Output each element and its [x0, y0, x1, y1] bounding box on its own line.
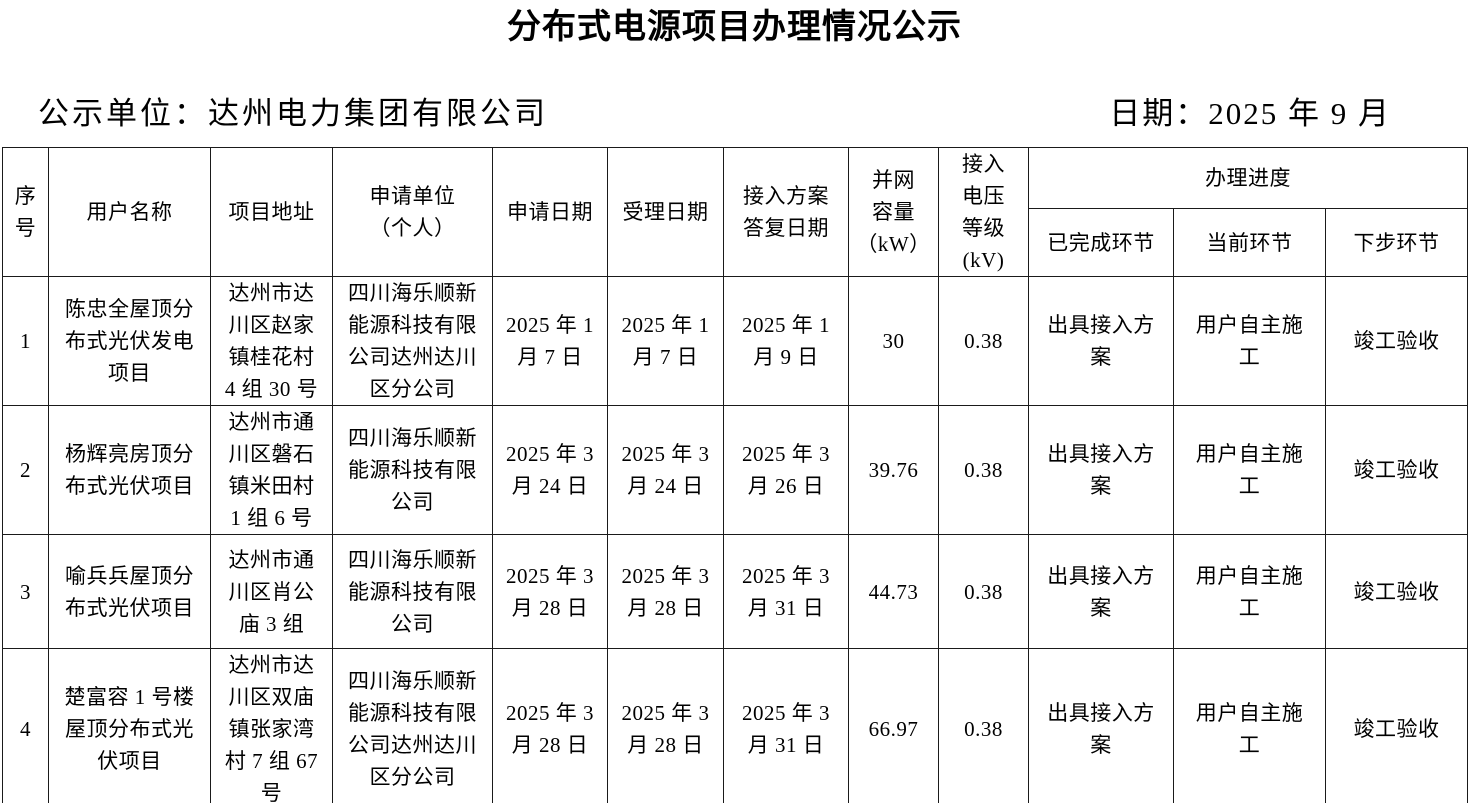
cell-apply-date: 2025 年 3 月 28 日	[492, 648, 608, 803]
col-header-user-name: 用户名称	[48, 147, 211, 277]
cell-next: 竣工验收	[1324, 648, 1469, 803]
publisher-label: 公示单位：达州电力集团有限公司	[38, 96, 548, 131]
cell-user-name: 杨辉亮房顶分 布式光伏项目	[48, 405, 211, 535]
col-header-current: 当前环节	[1173, 208, 1326, 277]
project-table: 序 号 用户名称 项目地址 申请单位 （个人） 申请日期 受理日期 接入方案 答…	[2, 146, 1469, 803]
cell-accept-date: 2025 年 3 月 28 日	[607, 534, 724, 649]
cell-capacity: 44.73	[848, 534, 939, 649]
cell-apply-date: 2025 年 1 月 7 日	[492, 276, 608, 406]
cell-seq: 3	[2, 534, 49, 649]
cell-current: 用户自主施 工	[1173, 405, 1326, 535]
page-title: 分布式电源项目办理情况公示	[507, 9, 962, 46]
cell-user-name: 陈忠全屋顶分 布式光伏发电 项目	[48, 276, 211, 406]
cell-capacity: 30	[848, 276, 939, 406]
cell-reply-date: 2025 年 3 月 31 日	[723, 648, 849, 803]
cell-completed: 出具接入方 案	[1028, 276, 1174, 406]
cell-user-name: 楚富容 1 号楼 屋顶分布式光 伏项目	[48, 648, 211, 803]
date-label: 日期：2025 年 9 月	[1109, 96, 1391, 131]
cell-reply-date: 2025 年 3 月 31 日	[723, 534, 849, 649]
cell-address: 达州市通 川区肖公 庙 3 组	[210, 534, 333, 649]
cell-accept-date: 2025 年 3 月 24 日	[607, 405, 724, 535]
cell-current: 用户自主施 工	[1173, 276, 1326, 406]
cell-seq: 2	[2, 405, 49, 535]
cell-completed: 出具接入方 案	[1028, 534, 1174, 649]
col-header-accept-date: 受理日期	[607, 147, 724, 277]
header-row-top: 序 号 用户名称 项目地址 申请单位 （个人） 申请日期 受理日期 接入方案 答…	[2, 146, 1469, 277]
col-header-reply-date: 接入方案 答复日期	[723, 147, 849, 277]
table-row: 4 楚富容 1 号楼 屋顶分布式光 伏项目 达州市达 川区双庙 镇张家湾 村 7…	[2, 648, 1469, 803]
col-header-applicant: 申请单位 （个人）	[332, 147, 493, 277]
cell-completed: 出具接入方 案	[1028, 648, 1174, 803]
col-header-seq: 序 号	[2, 147, 49, 277]
cell-capacity: 39.76	[848, 405, 939, 535]
cell-accept-date: 2025 年 1 月 7 日	[607, 276, 724, 406]
col-header-voltage: 接入 电压 等级 (kV)	[938, 147, 1029, 277]
col-header-capacity: 并网 容量 （kW）	[848, 147, 939, 277]
col-header-completed: 已完成环节	[1028, 208, 1174, 277]
cell-current: 用户自主施 工	[1173, 648, 1326, 803]
cell-reply-date: 2025 年 3 月 26 日	[723, 405, 849, 535]
cell-seq: 4	[2, 648, 49, 803]
cell-reply-date: 2025 年 1 月 9 日	[723, 276, 849, 406]
cell-completed: 出具接入方 案	[1028, 405, 1174, 535]
cell-next: 竣工验收	[1324, 276, 1469, 406]
table-row: 1 陈忠全屋顶分 布式光伏发电 项目 达州市达 川区赵家 镇桂花村 4 组 30…	[2, 276, 1469, 406]
cell-next: 竣工验收	[1324, 405, 1469, 535]
cell-applicant: 四川海乐顺新 能源科技有限 公司达州达川 区分公司	[332, 276, 493, 406]
cell-next: 竣工验收	[1324, 534, 1469, 649]
cell-applicant: 四川海乐顺新 能源科技有限 公司	[332, 405, 493, 535]
cell-address: 达州市达 川区双庙 镇张家湾 村 7 组 67 号	[210, 648, 333, 803]
cell-apply-date: 2025 年 3 月 28 日	[492, 534, 608, 649]
cell-accept-date: 2025 年 3 月 28 日	[607, 648, 724, 803]
cell-applicant: 四川海乐顺新 能源科技有限 公司	[332, 534, 493, 649]
cell-address: 达州市达 川区赵家 镇桂花村 4 组 30 号	[210, 276, 333, 406]
cell-voltage: 0.38	[938, 276, 1029, 406]
cell-seq: 1	[2, 276, 49, 406]
header-row-bottom: 已完成环节 当前环节 下步环节	[3, 208, 1469, 277]
col-header-progress: 办理进度	[1027, 146, 1469, 210]
cell-apply-date: 2025 年 3 月 24 日	[492, 405, 608, 535]
col-header-address: 项目地址	[210, 147, 333, 277]
col-header-apply-date: 申请日期	[492, 147, 608, 277]
cell-capacity: 66.97	[848, 648, 939, 803]
cell-voltage: 0.38	[938, 534, 1029, 649]
cell-address: 达州市通 川区磐石 镇米田村 1 组 6 号	[210, 405, 333, 535]
table-row: 2 杨辉亮房顶分 布式光伏项目 达州市通 川区磐石 镇米田村 1 组 6 号 四…	[2, 405, 1469, 535]
cell-user-name: 喻兵兵屋顶分 布式光伏项目	[48, 534, 211, 649]
cell-voltage: 0.38	[938, 405, 1029, 535]
cell-applicant: 四川海乐顺新 能源科技有限 公司达州达川 区分公司	[332, 648, 493, 803]
col-header-next: 下步环节	[1324, 208, 1469, 277]
cell-voltage: 0.38	[938, 648, 1029, 803]
table-row: 3 喻兵兵屋顶分 布式光伏项目 达州市通 川区肖公 庙 3 组 四川海乐顺新 能…	[2, 534, 1469, 649]
cell-current: 用户自主施 工	[1173, 534, 1326, 649]
meta-row: 公示单位：达州电力集团有限公司 日期：2025 年 9 月	[0, 94, 1469, 134]
